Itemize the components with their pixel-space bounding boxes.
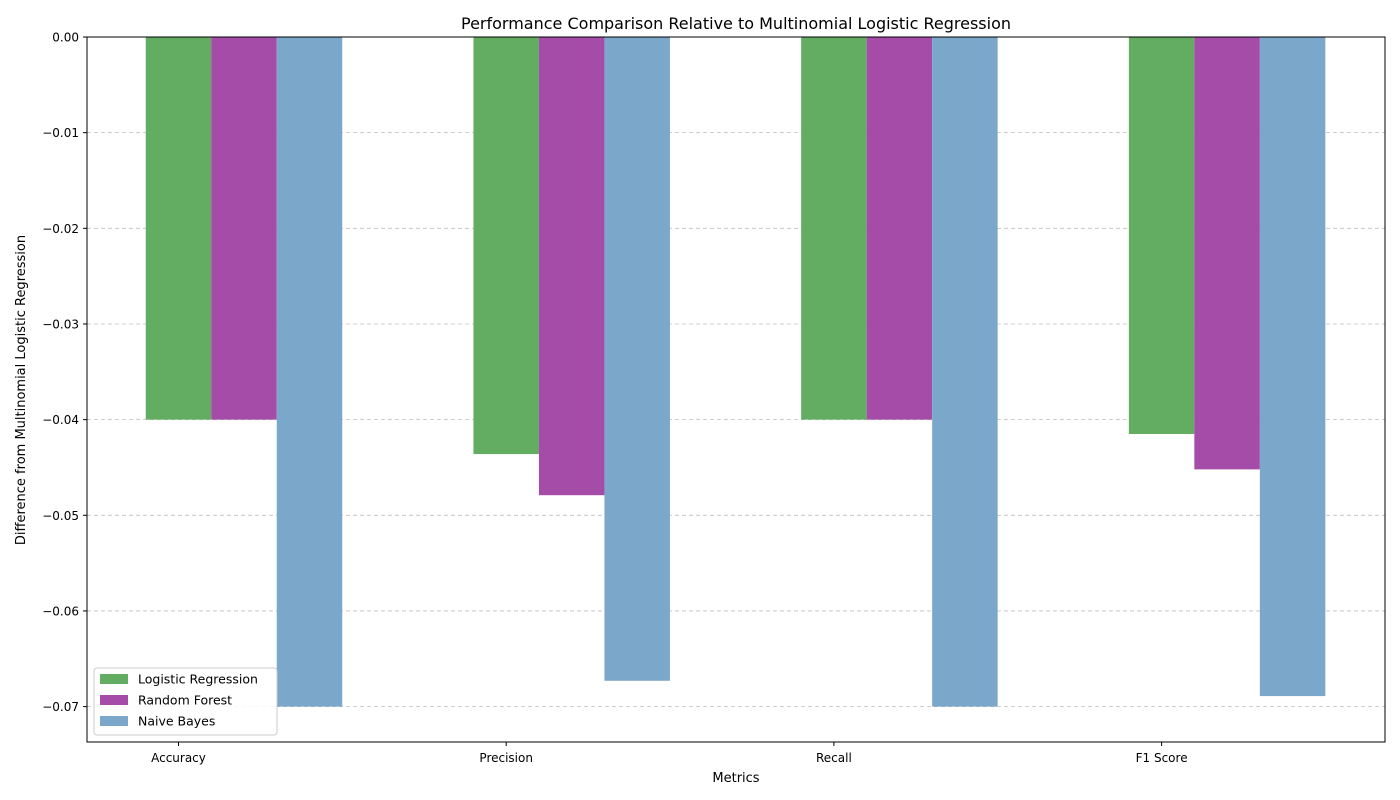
x-axis-ticks: Accuracy Precision Recall F1 Score [151, 742, 1188, 765]
y-tick-label: 0.00 [52, 31, 79, 45]
bar [276, 37, 343, 707]
bar [145, 37, 212, 420]
x-tick-label: Recall [816, 751, 852, 765]
y-tick-label: −0.06 [42, 604, 79, 618]
legend-swatch [100, 674, 128, 684]
x-tick-label: Accuracy [151, 751, 206, 765]
bar [1194, 37, 1260, 470]
legend: Logistic Regression Random Forest Naive Ba… [93, 667, 278, 736]
y-tick-label: −0.04 [42, 413, 79, 427]
y-tick-label: −0.07 [42, 700, 79, 714]
bar [211, 37, 277, 420]
bar [866, 37, 933, 420]
y-tick-label: −0.02 [42, 222, 79, 236]
plot-frame [86, 36, 1386, 743]
bar [604, 37, 670, 681]
bars [145, 37, 1326, 707]
bar [801, 37, 867, 420]
bar [932, 37, 998, 707]
legend-swatch [100, 695, 128, 705]
bar [1259, 37, 1326, 697]
x-tick-label: Precision [479, 751, 533, 765]
legend-swatch [100, 716, 128, 726]
legend-label: Random Forest [138, 693, 232, 708]
y-axis-label: Difference from Multinomial Logistic Reg… [14, 235, 29, 545]
y-axis-ticks: 0.00 −0.01 −0.02 −0.03 −0.04 −0.05 −0.06 −0.07 [42, 31, 87, 714]
legend-box [93, 667, 278, 736]
legend-label: Logistic Regression [138, 672, 258, 687]
bar [538, 37, 605, 496]
x-tick-label: F1 Score [1136, 751, 1188, 765]
chart-title: Performance Comparison Relative to Multi… [461, 14, 1011, 33]
axes [86, 36, 1386, 743]
y-tick-label: −0.03 [42, 317, 79, 331]
legend-label: Naive Bayes [138, 714, 215, 729]
x-axis-label: Metrics [712, 771, 759, 786]
y-tick-label: −0.01 [42, 126, 79, 140]
bar [473, 37, 539, 455]
y-tick-label: −0.05 [42, 509, 79, 523]
bar [1128, 37, 1195, 434]
